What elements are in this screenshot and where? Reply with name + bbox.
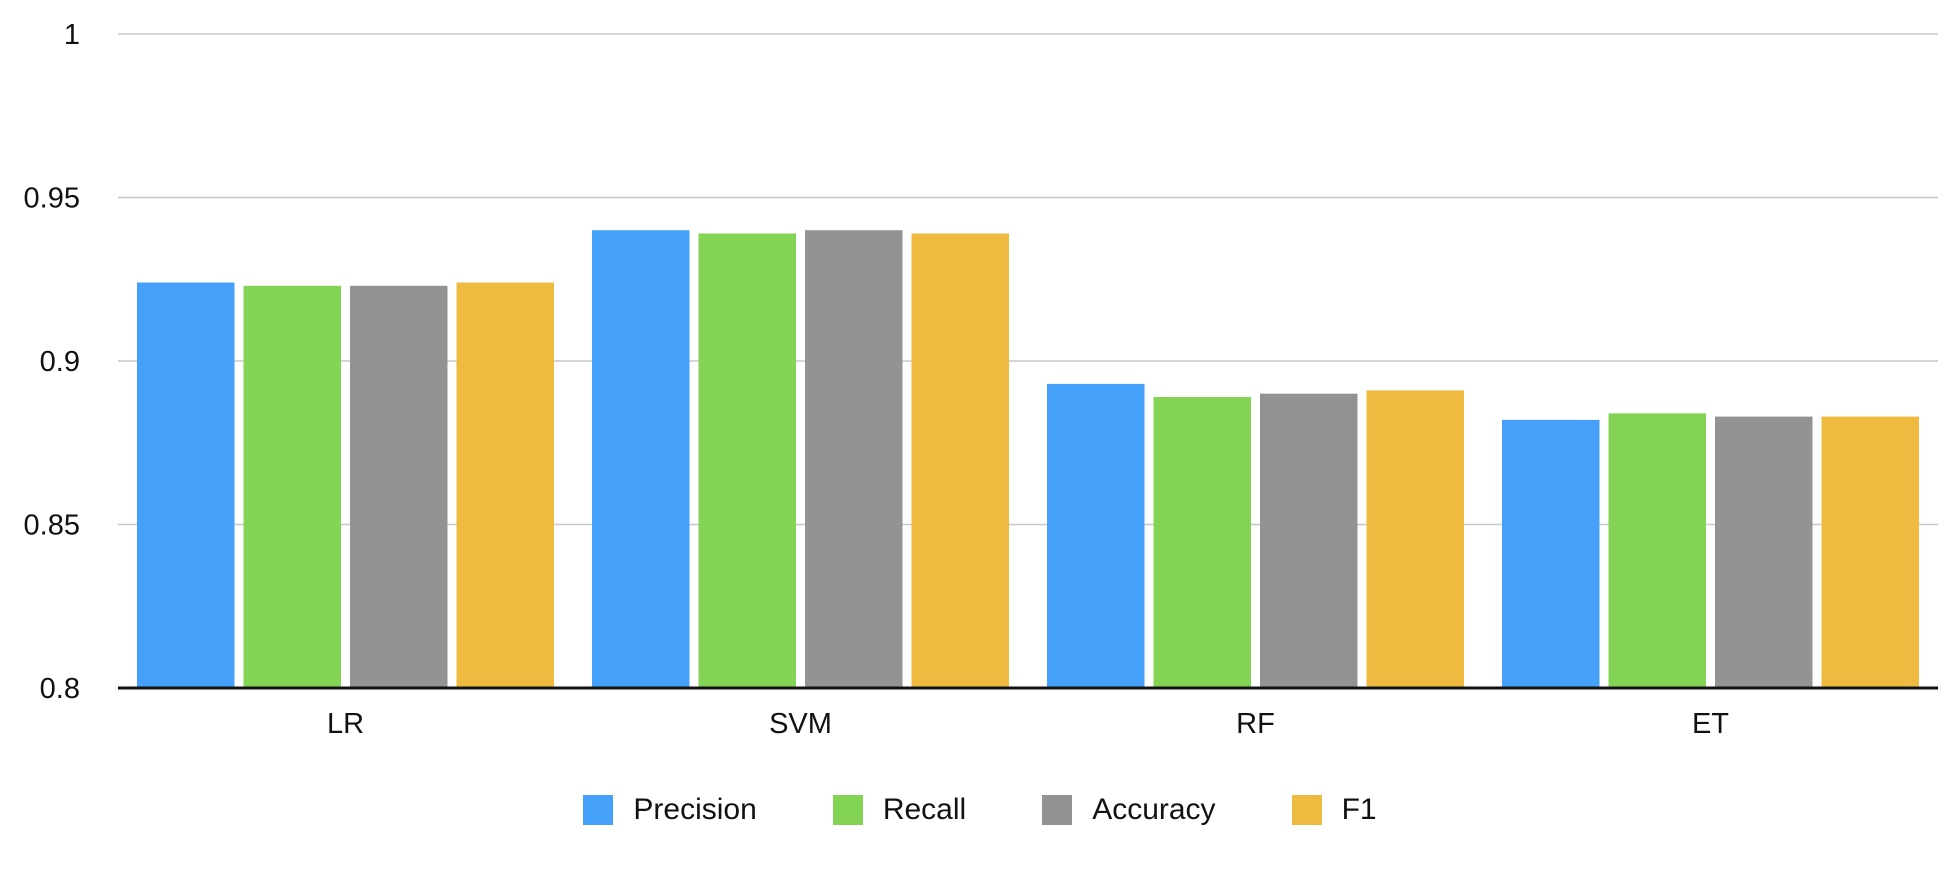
legend-label: Recall <box>882 793 967 826</box>
bar-precision-svm <box>592 230 690 688</box>
x-tick-label: LR <box>327 708 364 740</box>
bar-recall-et <box>1608 413 1706 688</box>
bar-recall-rf <box>1153 396 1251 688</box>
bar-f1-rf <box>1366 390 1464 688</box>
bar-recall-svm <box>698 233 796 688</box>
bar-precision-lr <box>137 282 235 688</box>
bar-precision-rf <box>1047 383 1145 688</box>
y-tick-label: 0.8 <box>40 673 80 705</box>
legend-swatch <box>1291 795 1322 825</box>
legend-swatch <box>832 795 863 825</box>
legend: Precision Recall Accuracy F1 <box>0 790 1956 830</box>
bar-f1-lr <box>456 282 554 688</box>
y-tick-label: 0.85 <box>24 510 80 542</box>
y-tick-label: 0.95 <box>24 183 80 215</box>
y-tick-label: 0.9 <box>40 346 80 378</box>
legend-swatch <box>583 795 614 825</box>
y-tick-label: 1 <box>64 19 80 51</box>
bars <box>137 230 1919 688</box>
legend-item-f1: F1 <box>1291 793 1377 827</box>
legend-label: Accuracy <box>1092 793 1216 826</box>
legend-item-precision: Precision <box>583 793 757 827</box>
x-tick-label: SVM <box>769 708 832 740</box>
legend-swatch <box>1042 795 1073 825</box>
legend-label: Precision <box>633 793 757 826</box>
legend-item-recall: Recall <box>832 793 967 827</box>
x-tick-label: RF <box>1236 708 1275 740</box>
bar-f1-svm <box>911 233 1009 688</box>
x-axis-ticks: LR SVM RF ET <box>327 708 1729 740</box>
bar-accuracy-rf <box>1260 393 1358 688</box>
bar-accuracy-lr <box>350 285 448 688</box>
bar-accuracy-et <box>1715 416 1813 688</box>
bar-f1-et <box>1821 416 1919 688</box>
legend-item-accuracy: Accuracy <box>1042 793 1216 827</box>
legend-label: F1 <box>1341 793 1377 826</box>
bar-precision-et <box>1502 419 1600 688</box>
y-axis-ticks: 0.8 0.85 0.9 0.95 1 <box>24 19 80 705</box>
bar-recall-lr <box>243 285 341 688</box>
x-tick-label: ET <box>1692 708 1729 740</box>
bar-accuracy-svm <box>805 230 903 688</box>
